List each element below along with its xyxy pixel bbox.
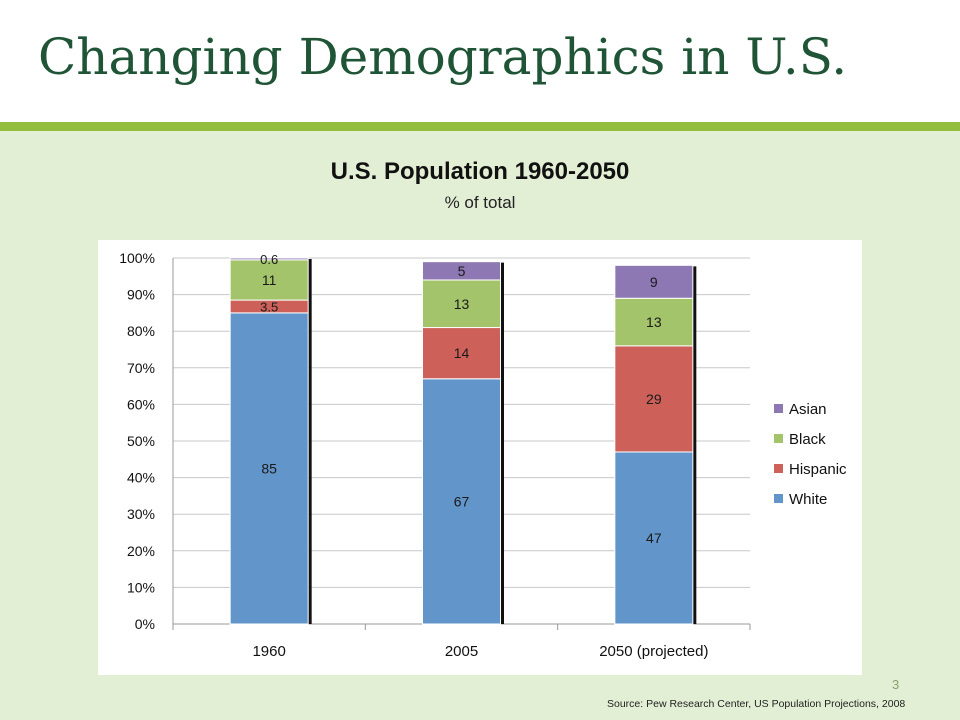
y-tick-label: 30% (127, 506, 155, 522)
chart-title: U.S. Population 1960-2050 (330, 158, 630, 185)
bar-segment-white (422, 378, 501, 625)
legend-swatch-asian (774, 404, 783, 413)
stacked-bar-chart: 0% 10% 20% 30% 40% 50% 60% 70% 80% 90% 100% 85 3.5 11… (119, 250, 847, 660)
legend-swatch-hispanic (774, 464, 783, 473)
y-tick-label: 60% (127, 396, 155, 412)
data-label: 11 (262, 272, 277, 288)
y-tick-label: 10% (127, 579, 155, 595)
bar-segment-asian (614, 264, 694, 299)
y-tick-label: 70% (127, 360, 155, 376)
bar-segment-black (614, 297, 694, 347)
data-label: 67 (454, 493, 470, 509)
legend-label: Asian (789, 401, 827, 418)
bar-segment-white (229, 312, 309, 625)
legend-swatch-white (774, 494, 783, 503)
x-category-label: 1960 (252, 643, 285, 660)
data-label: 0.6 (260, 252, 278, 267)
data-label: 9 (650, 274, 658, 290)
legend-label: Hispanic (789, 461, 847, 478)
legend-label: Black (789, 431, 826, 448)
bar-segment-hispanic (422, 327, 501, 380)
bar-segment-asian (422, 261, 501, 281)
bar-segment-white (614, 451, 694, 625)
slide-title: Changing Demographics in U.S. (38, 28, 848, 86)
data-label: 29 (646, 391, 662, 407)
bar-segment-hispanic (614, 345, 694, 453)
bar-segment-black (422, 279, 501, 329)
y-tick-label: 100% (119, 250, 155, 266)
data-label: 5 (458, 263, 466, 279)
legend-label: White (789, 491, 827, 508)
chart-subtitle: % of total (444, 193, 516, 212)
y-tick-label: 20% (127, 543, 155, 559)
accent-divider (0, 122, 960, 131)
data-label: 85 (261, 460, 277, 476)
page-number: 3 (892, 677, 900, 692)
y-tick-label: 0% (135, 616, 155, 632)
x-category-label: 2050 (projected) (599, 643, 708, 660)
data-label: 3.5 (260, 299, 278, 314)
chart-panel: 0% 10% 20% 30% 40% 50% 60% 70% 80% 90% 100% 85 3.5 11… (98, 240, 862, 675)
legend-swatch-black (774, 434, 783, 443)
title-band: Changing Demographics in U.S. (0, 0, 960, 122)
data-label: 14 (454, 345, 470, 361)
y-tick-label: 50% (127, 433, 155, 449)
data-label: 13 (646, 314, 662, 330)
y-tick-label: 40% (127, 470, 155, 486)
y-tick-label: 80% (127, 323, 155, 339)
data-label: 13 (454, 296, 470, 312)
data-label: 47 (646, 530, 662, 546)
source-note: Source: Pew Research Center, US Populati… (607, 698, 906, 710)
y-tick-label: 90% (127, 287, 155, 303)
bar-segment-black (229, 259, 309, 301)
bar-segment-asian (229, 257, 309, 261)
x-category-label: 2005 (445, 643, 478, 660)
